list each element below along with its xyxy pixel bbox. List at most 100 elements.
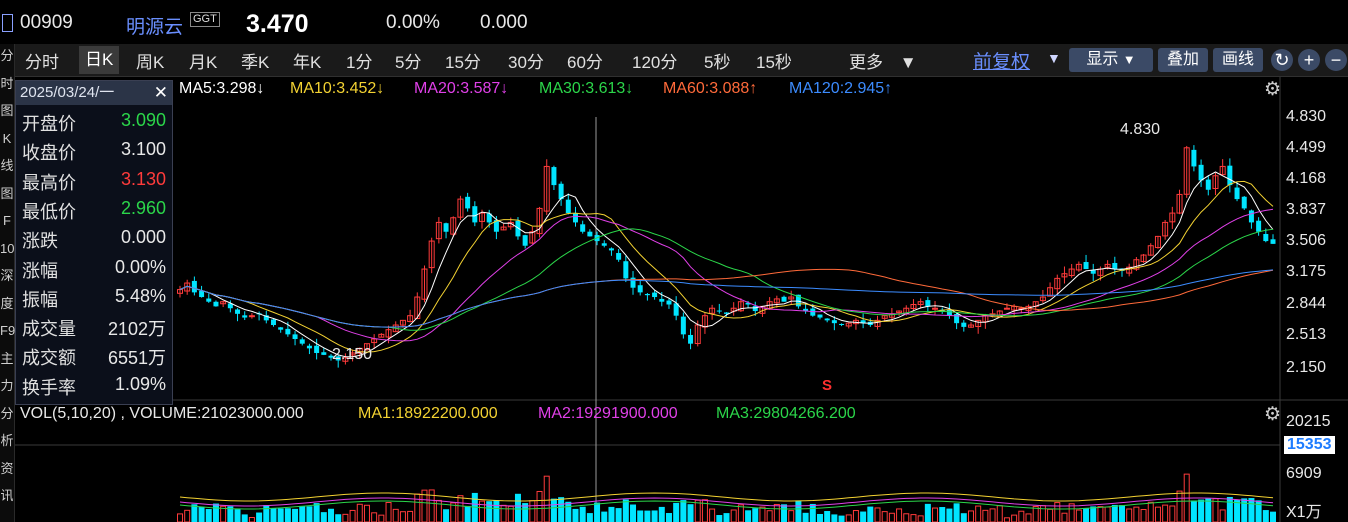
tab-5[interactable]: 季K [241,53,270,72]
left-strip-char[interactable]: 线 [0,158,14,173]
tab-13[interactable]: 5秒 [704,53,731,72]
tab-4[interactable]: 月K [189,53,218,72]
left-strip-char[interactable]: F [3,213,11,228]
tab-7[interactable]: 1分 [346,53,373,72]
volume-bar [694,499,701,522]
settings-gear-icon[interactable]: ⚙ [1264,79,1282,100]
left-strip-char[interactable]: 深 [0,268,14,283]
price-axis-label: 4.168 [1286,170,1327,187]
candle-body [1198,164,1204,181]
left-strip-char[interactable]: 10 [0,240,15,256]
candle-body [1140,254,1147,263]
candle-body [587,231,593,237]
left-strip-char[interactable]: 图 [0,185,14,201]
volume-bar [982,509,989,522]
volume-bar [241,514,248,522]
volume-bar [270,508,277,522]
adjust-label: 前复权 [973,52,1031,73]
volume-bar [177,513,183,522]
price-axis-label: 3.506 [1286,232,1327,249]
draw-button[interactable]: 画线 [1213,48,1263,72]
display-button[interactable]: 显示 ▼ [1069,48,1153,72]
volume-bar [622,499,629,522]
candle-body [1068,268,1075,277]
tab-14[interactable]: 15秒 [756,53,792,72]
tab-9[interactable]: 15分 [445,53,481,72]
volume-bar [392,508,399,522]
candle-body [191,280,197,293]
candle-body [737,301,744,312]
volume-bar [996,505,1003,522]
volume-bar [586,513,593,522]
zoom-out-icon[interactable]: − [1325,49,1347,71]
dropdown-triangle-icon[interactable]: ▼ [1047,50,1061,66]
volume-bar [831,514,838,522]
volume-bar [428,489,435,522]
tab-10[interactable]: 30分 [508,53,544,72]
volume-bar [198,506,205,522]
tab-2[interactable]: 日K [79,46,120,74]
price-axis-label: 2.513 [1286,326,1327,343]
settings-gear-icon[interactable]: ⚙ [1264,404,1282,425]
candle-body [450,217,457,235]
candle-body [1133,259,1140,270]
volume-bar [932,507,939,522]
info-value: 6551万 [107,348,166,369]
left-strip-char[interactable]: 力 [0,378,14,393]
tab-12[interactable]: 120分 [632,53,678,72]
candle-body [1169,212,1176,223]
tab-3[interactable]: 周K [136,53,165,72]
left-strip-char[interactable]: 主 [0,350,14,366]
volume-bar [1147,501,1154,522]
menu-toggle-icon[interactable] [2,14,13,32]
info-row: 最低价 2.960 [22,198,168,227]
volume-bar [493,500,500,522]
volume-bar [536,490,543,522]
candle-body [349,352,356,356]
volume-bar [1039,505,1046,522]
more-menu[interactable]: 更多 ▼ [849,48,917,73]
left-strip-char[interactable]: 图 [0,103,14,118]
volume-bar [874,507,881,522]
info-label: 成交量 [22,319,76,340]
left-strip-char[interactable]: 讯 [0,488,14,503]
candle-body [220,301,227,305]
zoom-in-icon[interactable]: + [1298,49,1320,71]
info-label: 振幅 [22,289,58,310]
ggt-badge: GGT [190,12,220,27]
tab-11[interactable]: 60分 [567,53,603,72]
stock-name[interactable]: 明源云 [126,17,184,38]
info-label: 成交额 [22,348,76,369]
left-strip-char[interactable]: K [2,130,12,146]
overlay-button[interactable]: 叠加 [1158,48,1208,72]
adjust-mode-select[interactable]: 前复权 [973,47,1030,74]
left-strip-char[interactable]: F9 [0,323,16,338]
tab-6[interactable]: 年K [293,53,322,72]
tab-8[interactable]: 5分 [395,53,422,72]
tab-1[interactable]: 分时 [25,53,59,72]
candle-body [522,235,528,246]
left-strip-char[interactable]: 资 [0,460,14,476]
left-strip-char[interactable]: 析 [0,433,14,448]
kline-chart[interactable] [15,77,1348,522]
volume-bar [737,504,744,522]
left-strip-char[interactable]: 时 [0,75,14,91]
volume-bar [701,499,708,522]
volume-bar [1226,496,1233,522]
candle-body [227,303,233,309]
volume-bar [730,509,737,522]
volume-bar [1154,506,1161,522]
left-strip-char[interactable]: 分 [0,48,14,63]
vol-axis-mid: 6909 [1286,465,1322,482]
candle-body [917,301,924,306]
left-strip-char[interactable]: 分 [0,405,14,421]
refresh-icon[interactable]: ↻ [1271,49,1293,71]
close-icon[interactable]: ✕ [153,83,168,102]
candle-body [896,310,903,314]
volume-bar [860,511,867,522]
candle-body [529,231,536,244]
volume-bar [752,508,759,522]
volume-bar [1190,500,1197,522]
left-strip-char[interactable]: 度 [0,295,14,311]
candle-body [580,224,586,232]
